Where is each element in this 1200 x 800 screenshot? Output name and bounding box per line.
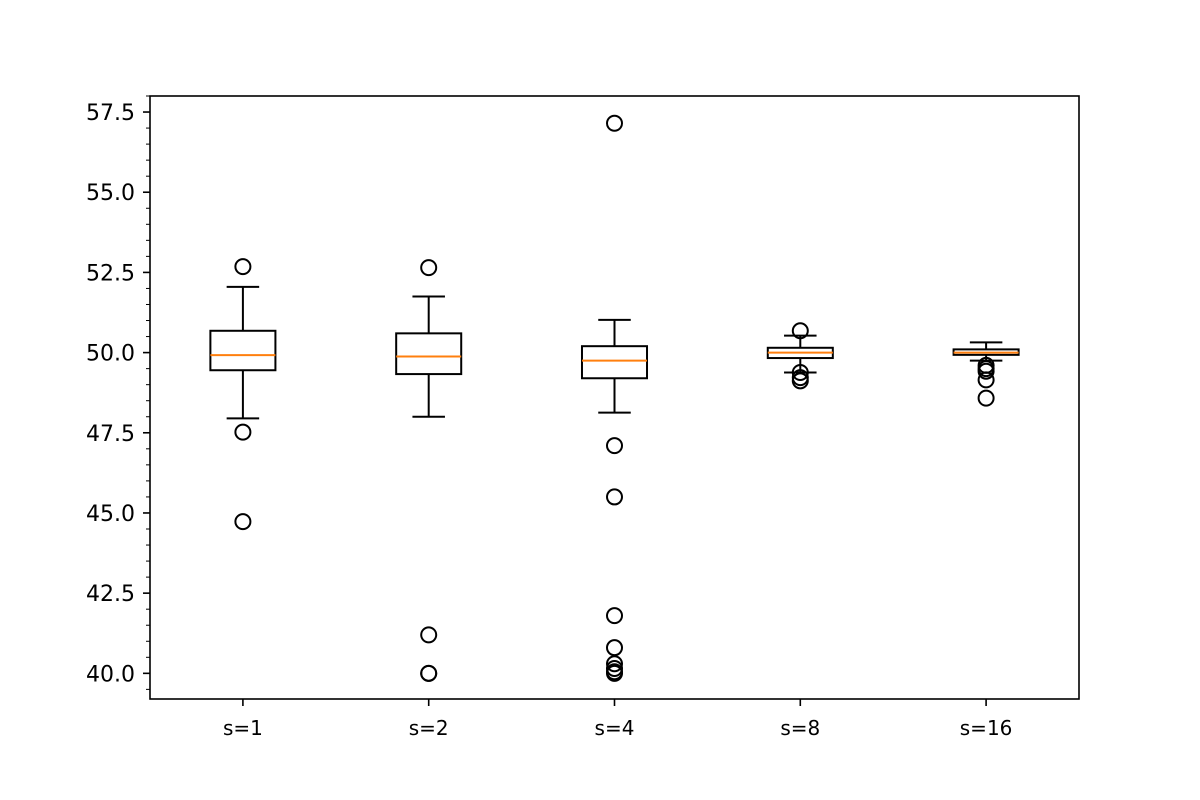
box-s-16 <box>952 341 1020 407</box>
outlier-point <box>977 389 995 407</box>
y-tick-label: 57.5 <box>86 101 135 126</box>
outlier-point <box>977 362 995 380</box>
iqr-box <box>209 329 277 372</box>
outlier-point <box>791 372 809 390</box>
y-tick-label: 47.5 <box>86 422 135 447</box>
box-s-1 <box>209 258 277 531</box>
box-s-8 <box>766 322 834 390</box>
outlier-point <box>234 423 252 441</box>
outlier-point <box>606 114 623 132</box>
y-tick-label: 52.5 <box>86 261 135 286</box>
outlier-point <box>606 437 623 455</box>
outlier-point <box>606 607 623 625</box>
outlier-point <box>791 322 809 340</box>
outlier-point <box>791 363 809 381</box>
y-tick-label: 50.0 <box>86 342 135 367</box>
outlier-point <box>606 655 623 673</box>
outlier-point <box>420 626 438 644</box>
outlier-point <box>606 488 623 506</box>
outlier-point <box>420 259 438 277</box>
outlier-point <box>234 513 252 531</box>
x-tick-label: s=4 <box>595 716 635 740</box>
plot-area <box>209 114 1020 682</box>
outlier-point <box>420 664 438 682</box>
x-tick-label: s=2 <box>409 716 449 740</box>
outlier-point <box>977 371 995 389</box>
y-tick-label: 42.5 <box>86 582 135 607</box>
x-axis: s=1 s=2 s=4 s=8 s=16 <box>223 699 1012 740</box>
box-s-2 <box>395 259 463 682</box>
y-axis: 40.0 42.5 45.0 47.5 50.0 52.5 55.0 57.5 <box>86 95 150 690</box>
x-tick-label: s=16 <box>960 716 1013 740</box>
outlier-point <box>234 258 252 276</box>
y-tick-label: 45.0 <box>86 502 135 527</box>
box-s-4 <box>580 114 649 682</box>
iqr-box <box>580 345 649 380</box>
x-tick-label: s=1 <box>223 716 263 740</box>
axes-frame <box>149 95 1080 700</box>
iqr-box <box>395 332 463 376</box>
y-tick-label: 40.0 <box>86 662 135 687</box>
outlier-point <box>606 664 623 682</box>
outlier-point <box>606 639 623 657</box>
y-tick-label: 55.0 <box>86 181 135 206</box>
x-tick-label: s=8 <box>780 716 820 740</box>
